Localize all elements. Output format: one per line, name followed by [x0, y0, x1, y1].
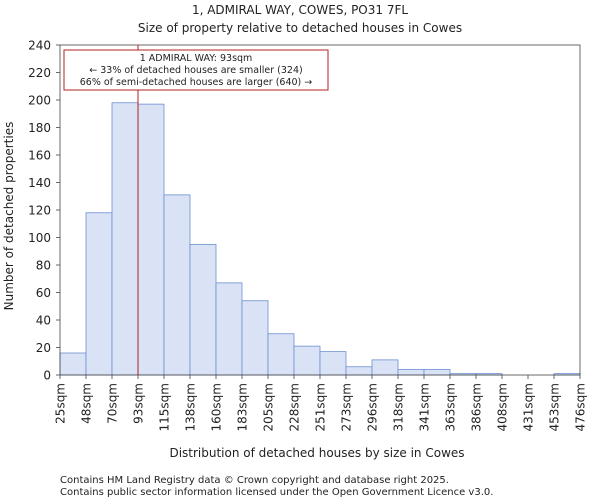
y-tick-label-180: 180 — [28, 121, 51, 135]
ticks-layer: 0 20 40 60 80 100 120 140 160 180 200 220 240 25sqm 48… — [28, 39, 587, 432]
x-tick-label-318sqm: 318sqm — [392, 383, 406, 431]
bar-70sqm — [111, 102, 139, 376]
x-tick-label-183sqm: 183sqm — [236, 383, 250, 431]
x-tick-label-431sqm: 431sqm — [522, 383, 536, 431]
y-tick-label-220: 220 — [28, 66, 51, 80]
x-tick-label-273sqm: 273sqm — [340, 383, 354, 431]
bar-25sqm — [59, 352, 87, 376]
bar-228sqm — [293, 345, 321, 376]
footer-line-2: Contains public sector information licen… — [60, 487, 493, 498]
x-tick-label-70sqm: 70sqm — [106, 383, 120, 424]
y-axis-label: Number of detached properties — [2, 122, 16, 311]
y-tick-label-0: 0 — [43, 369, 51, 383]
bar-296sqm — [371, 359, 399, 376]
x-tick-label-341sqm: 341sqm — [418, 383, 432, 431]
x-tick-label-48sqm: 48sqm — [80, 383, 94, 424]
x-tick-label-476sqm: 476sqm — [574, 383, 588, 431]
chart-subtitle: Size of property relative to detached ho… — [138, 21, 462, 35]
x-tick-label-296sqm: 296sqm — [366, 383, 380, 431]
x-tick-label-160sqm: 160sqm — [210, 383, 224, 431]
bar-48sqm — [85, 212, 113, 376]
x-tick-label-93sqm: 93sqm — [132, 383, 146, 424]
bar-115sqm — [163, 194, 191, 376]
y-tick-label-40: 40 — [36, 314, 51, 328]
x-tick-label-251sqm: 251sqm — [314, 383, 328, 431]
bars-layer — [59, 102, 581, 376]
annotation-line-2: ← 33% of detached houses are smaller (32… — [89, 65, 302, 76]
y-tick-label-60: 60 — [36, 286, 51, 300]
x-tick-label-453sqm: 453sqm — [548, 383, 562, 431]
bar-205sqm — [267, 333, 295, 376]
bar-138sqm — [189, 243, 217, 376]
y-tick-label-120: 120 — [28, 204, 51, 218]
y-tick-label-200: 200 — [28, 94, 51, 108]
y-tick-label-20: 20 — [36, 341, 51, 355]
annotation-box: 1 ADMIRAL WAY: 93sqm ← 33% of detached h… — [63, 49, 329, 91]
x-axis-label: Distribution of detached houses by size … — [169, 446, 464, 460]
y-tick-label-140: 140 — [28, 176, 51, 190]
annotation-line-3: 66% of semi-detached houses are larger (… — [80, 77, 313, 88]
bar-273sqm — [345, 366, 373, 376]
y-tick-label-100: 100 — [28, 231, 51, 245]
bar-251sqm — [319, 351, 347, 376]
annotation-line-1: 1 ADMIRAL WAY: 93sqm — [140, 53, 253, 64]
x-tick-label-138sqm: 138sqm — [184, 383, 198, 431]
bar-183sqm — [241, 300, 269, 376]
annotation-rect — [63, 49, 329, 91]
bar-341sqm — [423, 369, 451, 376]
x-tick-label-386sqm: 386sqm — [470, 383, 484, 431]
footer-line-1: Contains HM Land Registry data © Crown c… — [60, 475, 449, 486]
bar-318sqm — [397, 369, 425, 376]
y-tick-label-240: 240 — [28, 39, 51, 53]
chart-title: 1, ADMIRAL WAY, COWES, PO31 7FL — [192, 3, 408, 17]
y-tick-label-80: 80 — [36, 259, 51, 273]
x-tick-label-363sqm: 363sqm — [444, 383, 458, 431]
bar-160sqm — [215, 282, 243, 376]
x-tick-label-25sqm: 25sqm — [54, 383, 68, 424]
x-tick-label-408sqm: 408sqm — [496, 383, 510, 431]
x-tick-label-205sqm: 205sqm — [262, 383, 276, 431]
x-tick-label-228sqm: 228sqm — [288, 383, 302, 431]
y-tick-label-160: 160 — [28, 149, 51, 163]
bar-93sqm — [137, 103, 165, 376]
x-tick-label-115sqm: 115sqm — [158, 383, 172, 431]
